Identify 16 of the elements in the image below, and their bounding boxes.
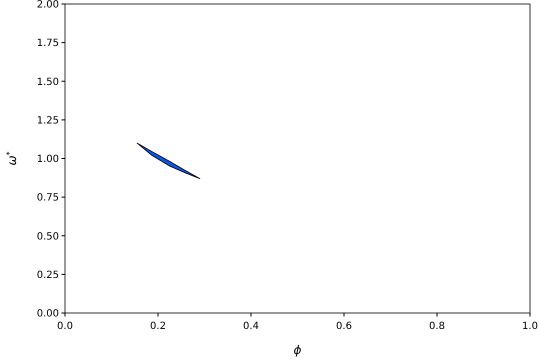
y-tick-label: 1.50 <box>36 76 59 88</box>
x-axis-title: ϕ <box>294 343 302 357</box>
x-tick-label: 0.4 <box>243 321 259 332</box>
y-tick-label: 0.25 <box>36 270 59 281</box>
x-tick-label: 0.8 <box>429 321 445 332</box>
y-tick-label: 1.25 <box>36 115 59 126</box>
x-tick-label: 0.6 <box>336 321 352 332</box>
y-tick-label: 0.50 <box>36 231 59 242</box>
y-tick-label: 0.75 <box>36 192 59 204</box>
x-tick-label: 1.0 <box>522 321 538 332</box>
x-tick-label: 0.2 <box>150 321 166 332</box>
y-tick-label: 0.00 <box>36 308 59 320</box>
y-tick-label: 2.00 <box>36 0 59 10</box>
x-tick-label: 0.0 <box>57 321 73 332</box>
y-tick-label: 1.75 <box>36 38 59 50</box>
y-tick-label: 1.00 <box>36 154 59 165</box>
